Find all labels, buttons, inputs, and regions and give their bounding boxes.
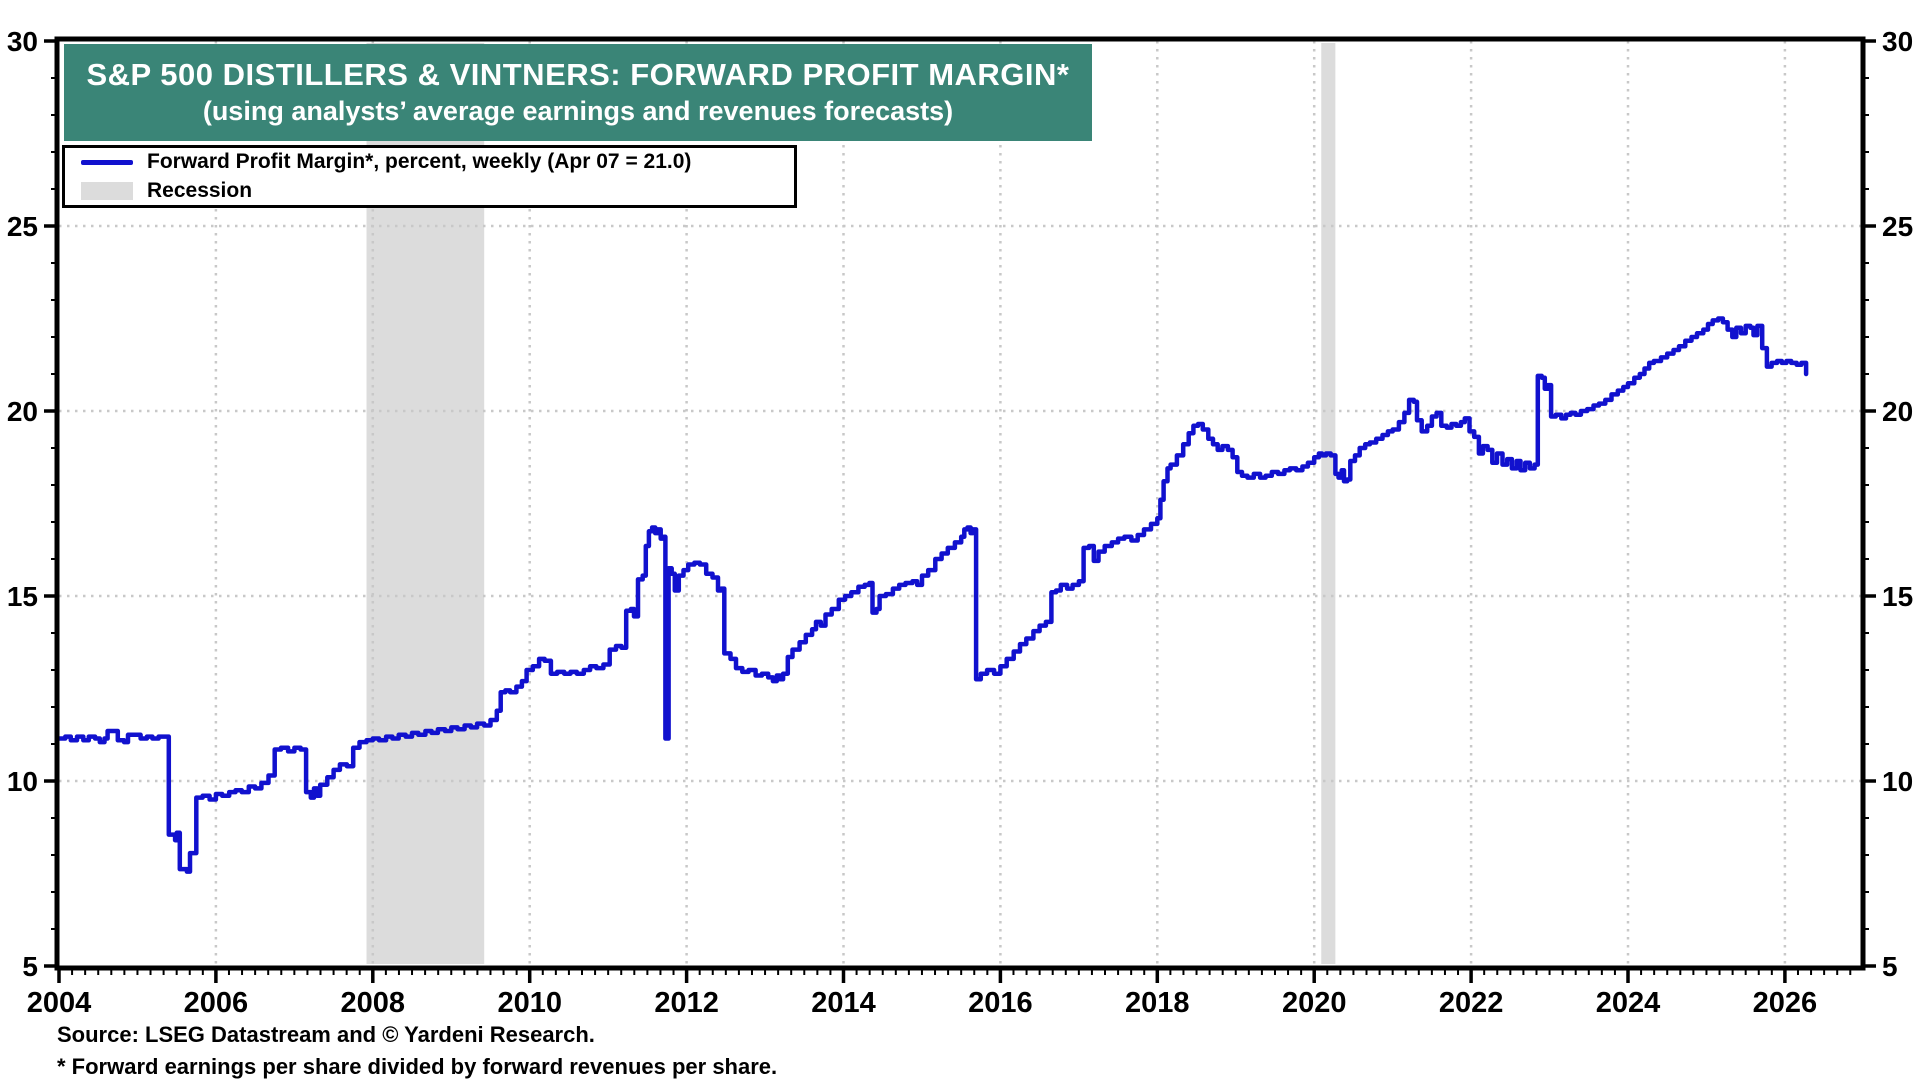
y-axis-label-left: 10 [7, 766, 38, 797]
source-note: Source: LSEG Datastream and © Yardeni Re… [57, 1022, 595, 1047]
y-axis-label-right: 15 [1882, 581, 1913, 612]
x-axis-label: 2018 [1125, 987, 1190, 1019]
chart-legend: Forward Profit Margin*, percent, weekly … [62, 145, 797, 208]
x-axis-label: 2026 [1753, 987, 1818, 1019]
x-axis-label: 2022 [1439, 987, 1504, 1019]
x-axis-label: 2006 [184, 987, 249, 1019]
y-axis-label-right: 5 [1882, 951, 1898, 982]
legend-label-recession: Recession [147, 179, 253, 202]
legend-item-recession: Recession [81, 178, 794, 204]
y-axis-label-right: 10 [1882, 766, 1913, 797]
y-axis-label-left: 20 [7, 396, 38, 427]
recession-band [1321, 43, 1336, 964]
y-axis-label-left: 5 [22, 951, 38, 982]
y-axis-label-left: 30 [7, 26, 38, 57]
x-axis-label: 2008 [341, 987, 406, 1019]
chart-title: S&P 500 DISTILLERS & VINTNERS: FORWARD P… [86, 57, 1070, 93]
y-axis-label-left: 15 [7, 581, 38, 612]
legend-item-series: Forward Profit Margin*, percent, weekly … [81, 149, 794, 175]
x-axis-label: 2010 [497, 987, 562, 1019]
x-axis-label: 2004 [27, 987, 92, 1019]
x-axis-label: 2024 [1596, 987, 1661, 1019]
x-axis-label: 2012 [654, 987, 719, 1019]
y-axis-label-left: 25 [7, 211, 38, 242]
y-axis-label-right: 25 [1882, 211, 1913, 242]
y-axis-label-right: 20 [1882, 396, 1913, 427]
forward-profit-margin-line [56, 316, 1809, 874]
series-line-swatch [81, 159, 133, 165]
chart-subtitle: (using analysts’ average earnings and re… [202, 96, 954, 126]
legend-label-series: Forward Profit Margin*, percent, weekly … [147, 150, 692, 173]
x-axis-label: 2020 [1282, 987, 1347, 1019]
plot-border [54, 36, 1866, 971]
recession-swatch [81, 182, 133, 200]
chart-title-banner: S&P 500 DISTILLERS & VINTNERS: FORWARD P… [64, 44, 1092, 141]
x-axis-label: 2014 [811, 987, 876, 1019]
footnote: * Forward earnings per share divided by … [57, 1054, 778, 1079]
x-axis-label: 2016 [968, 987, 1033, 1019]
y-axis-label-right: 30 [1882, 26, 1913, 57]
